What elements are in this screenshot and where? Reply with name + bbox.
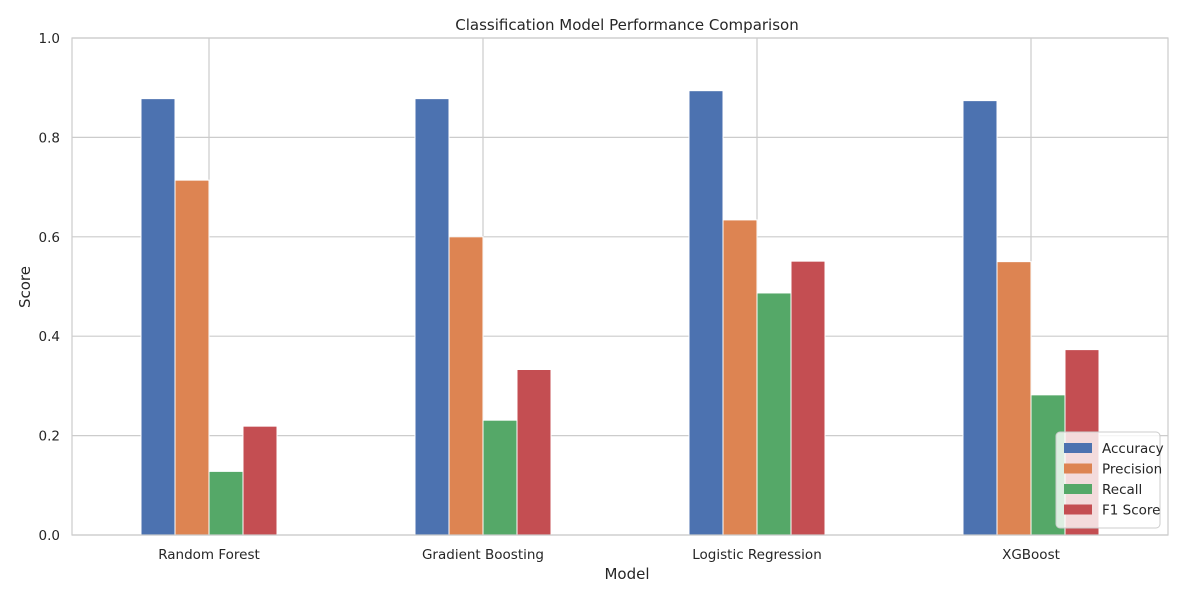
- legend: Accuracy Precision Recall F1 Score: [1056, 432, 1164, 528]
- legend-entry: Accuracy: [1102, 441, 1164, 457]
- y-tick-label: 0.0: [39, 528, 60, 544]
- bar-precision: [175, 180, 209, 535]
- bar-accuracy: [963, 101, 997, 535]
- chart-title: Classification Model Performance Compari…: [455, 16, 798, 34]
- bar-accuracy: [415, 99, 449, 535]
- legend-swatch: [1064, 443, 1092, 453]
- y-tick-label: 0.4: [39, 329, 60, 345]
- legend-entry: Precision: [1102, 462, 1162, 478]
- y-tick-label: 1.0: [39, 31, 60, 47]
- x-tick-label: XGBoost: [1002, 547, 1060, 563]
- x-axis-label: Model: [604, 565, 649, 583]
- y-axis-ticks: 0.0 0.2 0.4 0.6 0.8 1.0: [39, 31, 60, 544]
- bar-precision: [997, 262, 1031, 535]
- legend-swatch: [1064, 464, 1092, 474]
- legend-swatch: [1064, 505, 1092, 515]
- legend-swatch: [1064, 484, 1092, 494]
- y-axis-label: Score: [16, 266, 34, 308]
- bar-f1-score: [243, 426, 277, 535]
- bar-precision: [449, 237, 483, 535]
- bar-f1-score: [517, 369, 551, 535]
- bar-accuracy: [141, 99, 175, 535]
- x-tick-label: Random Forest: [158, 547, 260, 563]
- x-tick-label: Logistic Regression: [692, 547, 822, 563]
- bar-recall: [757, 293, 791, 535]
- legend-entry: F1 Score: [1102, 503, 1160, 519]
- legend-entry: Recall: [1102, 482, 1142, 498]
- bar-precision: [723, 220, 757, 535]
- y-tick-label: 0.6: [39, 230, 60, 246]
- x-tick-label: Gradient Boosting: [422, 547, 544, 563]
- bar-accuracy: [689, 91, 723, 535]
- bar-recall: [209, 471, 243, 535]
- bar-f1-score: [791, 261, 825, 535]
- bar-recall: [483, 420, 517, 535]
- y-tick-label: 0.8: [39, 130, 60, 146]
- x-axis-ticks: Random Forest Gradient Boosting Logistic R…: [158, 547, 1060, 563]
- y-tick-label: 0.2: [39, 429, 60, 445]
